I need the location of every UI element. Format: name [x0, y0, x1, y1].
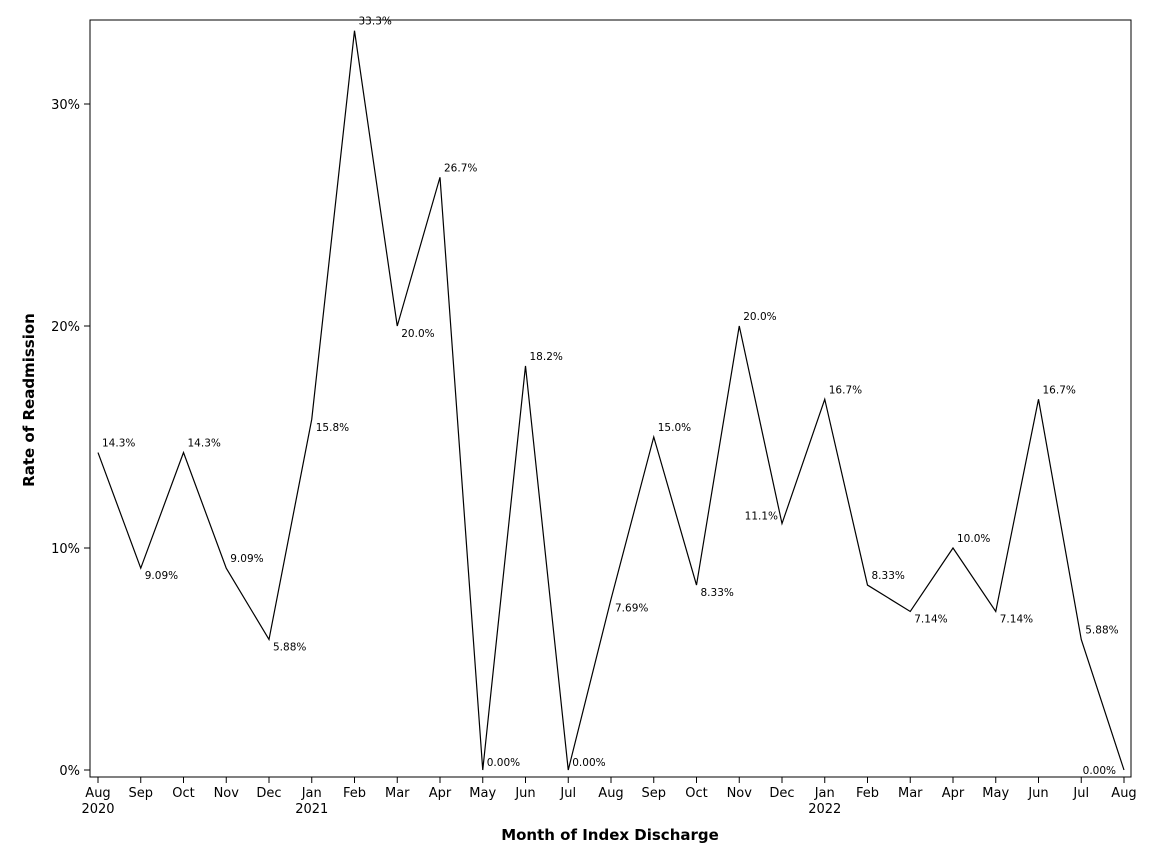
data-label: 11.1% — [745, 511, 778, 523]
x-tick-label: Aug — [85, 786, 110, 801]
x-tick-label: Feb — [343, 786, 366, 801]
data-label: 15.0% — [658, 422, 691, 434]
y-tick-label: 20% — [51, 320, 80, 335]
y-tick-label: 30% — [51, 98, 80, 113]
x-tick-label: Sep — [641, 786, 666, 801]
x-tick-label: Mar — [385, 786, 410, 801]
x-tick-label: Nov — [727, 786, 753, 801]
data-label: 8.33% — [701, 587, 734, 599]
x-tick-label: Jul — [559, 786, 576, 801]
data-label: 18.2% — [530, 351, 563, 363]
data-label: 0.00% — [572, 757, 605, 769]
x-tick-year-label: 2022 — [808, 802, 841, 817]
x-tick-label: Aug — [598, 786, 623, 801]
data-label: 15.8% — [316, 422, 349, 434]
y-axis-title: Rate of Readmission — [20, 313, 38, 487]
x-tick-year-label: 2021 — [295, 802, 328, 817]
data-label: 7.14% — [1000, 613, 1033, 625]
x-tick-year-label: 2020 — [81, 802, 114, 817]
x-tick-label: Aug — [1111, 786, 1136, 801]
data-label: 10.0% — [957, 533, 990, 545]
x-tick-label: Apr — [429, 786, 452, 801]
x-tick-label: Jun — [1027, 786, 1048, 801]
x-tick-label: Feb — [856, 786, 879, 801]
data-label: 20.0% — [743, 311, 776, 323]
y-tick-label: 0% — [59, 764, 80, 779]
data-label: 5.88% — [1085, 624, 1118, 636]
x-tick-label: May — [469, 786, 496, 801]
data-label: 0.00% — [487, 757, 520, 769]
data-label: 9.09% — [230, 553, 263, 565]
x-tick-label: Dec — [769, 786, 794, 801]
x-tick-label: Jun — [514, 786, 535, 801]
data-label: 8.33% — [872, 570, 905, 582]
x-tick-label: Mar — [898, 786, 923, 801]
x-tick-label: Nov — [214, 786, 240, 801]
x-tick-label: Oct — [685, 786, 707, 801]
data-label: 5.88% — [273, 641, 306, 653]
x-tick-label: Oct — [172, 786, 194, 801]
data-label: 20.0% — [401, 328, 434, 340]
y-axis: 0% 10% 20% 30% — [51, 98, 90, 779]
data-label: 14.3% — [188, 438, 221, 450]
data-label: 0.00% — [1083, 765, 1116, 777]
y-tick-label: 10% — [51, 542, 80, 557]
data-label: 14.3% — [102, 438, 135, 450]
x-axis-title: Month of Index Discharge — [501, 826, 719, 844]
plot-frame — [89, 19, 1132, 778]
data-label: 16.7% — [1043, 384, 1076, 396]
x-tick-label: Apr — [942, 786, 965, 801]
x-tick-label: Sep — [128, 786, 153, 801]
x-tick-label: Jan — [301, 786, 322, 801]
x-tick-label: Jan — [814, 786, 835, 801]
x-tick-label: Jul — [1072, 786, 1089, 801]
data-label: 16.7% — [829, 384, 862, 396]
data-label: 9.09% — [145, 570, 178, 582]
x-tick-label: Dec — [256, 786, 281, 801]
series-line — [97, 30, 1125, 771]
data-label: 7.14% — [914, 613, 947, 625]
data-label: 33.3% — [359, 16, 392, 28]
data-label: 26.7% — [444, 162, 477, 174]
data-label: 7.69% — [615, 602, 648, 614]
x-tick-label: May — [982, 786, 1009, 801]
data-labels: 14.3% 9.09% 14.3% 9.09% 5.88% 15.8% 33.3% 20.0%… — [102, 16, 1119, 777]
